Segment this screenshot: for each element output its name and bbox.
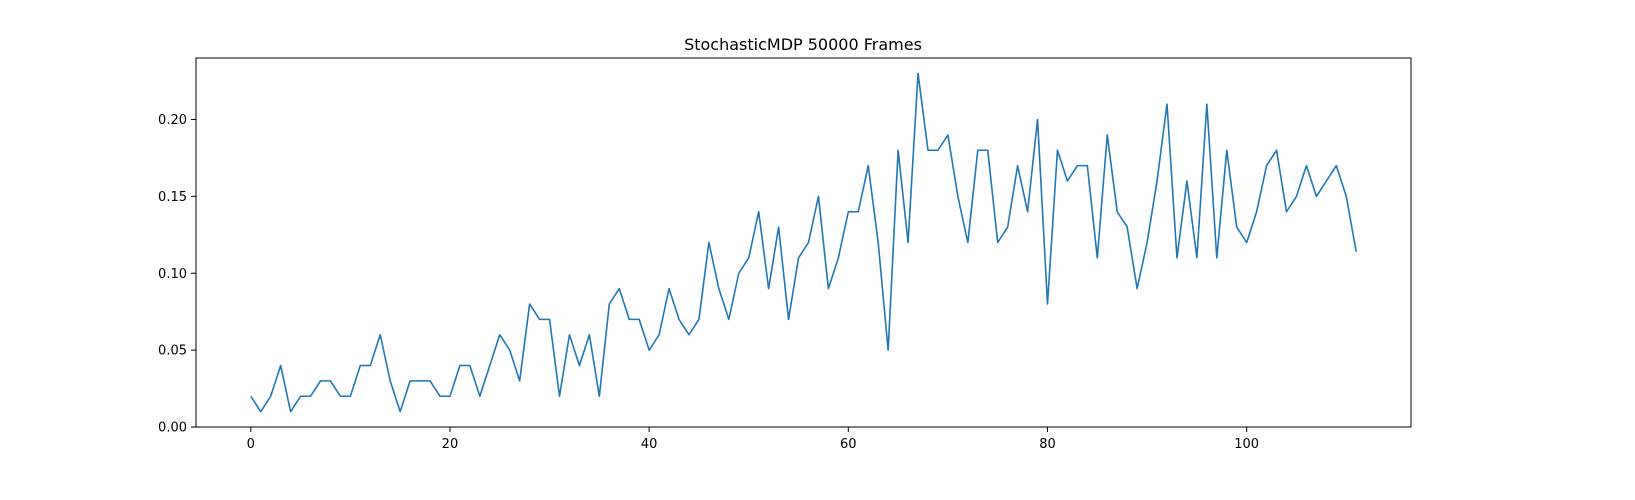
y-tick-label: 0.05 xyxy=(158,344,187,359)
x-tick-label: 60 xyxy=(840,437,857,452)
y-tick-label: 0.10 xyxy=(158,267,187,282)
x-tick-label: 40 xyxy=(641,437,658,452)
x-axis: 0 20 40 60 80 100 xyxy=(247,427,1259,452)
y-tick-label: 0.00 xyxy=(158,421,187,436)
x-tick-label: 100 xyxy=(1234,437,1259,452)
chart-title: StochasticMDP 50000 Frames xyxy=(684,35,922,54)
series-line xyxy=(250,72,1358,413)
plot-area xyxy=(250,72,1358,413)
x-tick-label: 20 xyxy=(442,437,459,452)
y-tick-label: 0.15 xyxy=(158,190,187,205)
plot-frame xyxy=(195,57,1412,428)
x-tick-label: 80 xyxy=(1039,437,1056,452)
y-tick-label: 0.20 xyxy=(158,113,187,128)
x-tick-label: 0 xyxy=(247,437,255,452)
y-axis: 0.00 0.05 0.10 0.15 0.20 xyxy=(158,113,196,436)
